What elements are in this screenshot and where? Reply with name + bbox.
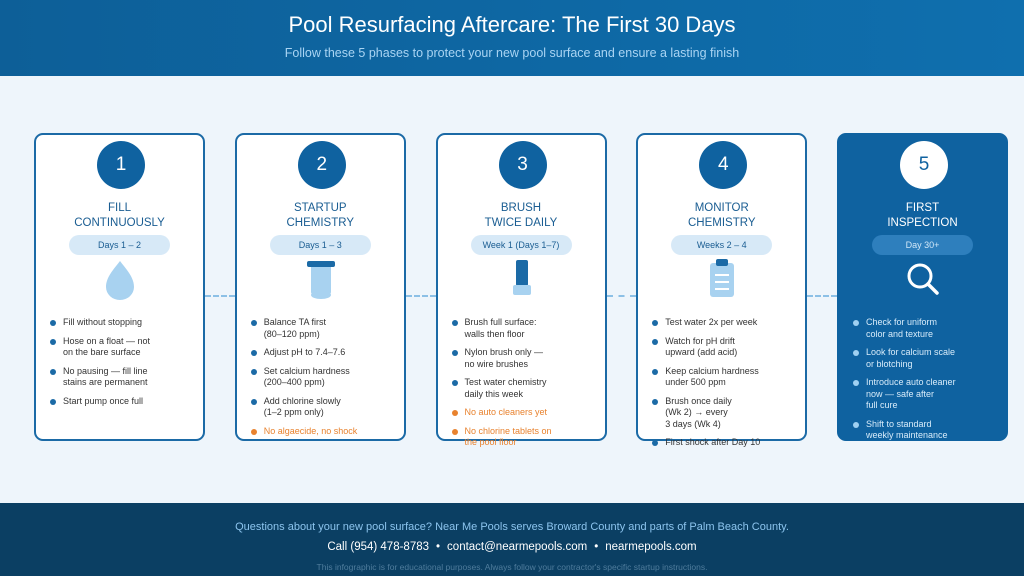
- contact: Call (954) 478-8783: [327, 541, 430, 553]
- phase-period: Day 30+: [872, 235, 973, 255]
- footer: Questions about your new pool surface? N…: [0, 503, 1024, 576]
- phase-period: Week 1 (Days 1–7): [470, 235, 572, 255]
- bullet: Brush once daily (Wk 2) → every 3 days (…: [650, 396, 800, 431]
- phase-card: 1 FILL CONTINUOUSLY Days 1 – 2 Fill without…: [34, 133, 205, 441]
- bullet: Watch for pH drift upward (add acid): [650, 336, 800, 359]
- phase-title: FILL CONTINUOUSLY: [74, 202, 165, 229]
- warning-bullet: No chlorine tablets on the pool floor: [450, 426, 600, 449]
- phase-card: 3 BRUSH TWICE DAILY Week 1 (Days 1–7) Brush…: [435, 133, 607, 447]
- phase-number: 3: [498, 141, 547, 189]
- title: Pool Resurfacing Aftercare: The First 30…: [288, 12, 736, 37]
- bullet: Fill without stopping: [48, 317, 198, 329]
- contact: contact@nearmepools.com: [447, 541, 588, 553]
- separator: •: [594, 541, 599, 553]
- bullet: Nylon brush only — no wire brushes: [450, 347, 600, 370]
- connector: [807, 295, 837, 297]
- contact: nearmepools.com: [605, 541, 697, 553]
- bullet: Shift to standard weekly maintenance: [851, 419, 1001, 442]
- connector: [405, 295, 436, 297]
- bullet: Set calcium hardness (200–400 ppm): [249, 366, 399, 389]
- bullet: Test water chemistry daily this week: [450, 377, 600, 400]
- header: Pool Resurfacing Aftercare: The First 30…: [0, 0, 1024, 76]
- bullet: Hose on a float — not on the bare surfac…: [48, 336, 198, 359]
- bullet: Introduce auto cleaner now — safe after …: [851, 377, 1001, 412]
- footer-contacts: Call (954) 478-8783 • contact@nearmepools.…: [0, 541, 1024, 553]
- phase-card: 5 FIRST INSPECTION Day 30+ Check for unifor…: [837, 133, 1008, 441]
- bullet: Add chlorine slowly (1–2 ppm only): [249, 396, 399, 419]
- bullet: Adjust pH to 7.4–7.6: [249, 347, 399, 359]
- phase-icon: [297, 257, 345, 310]
- phase-icon: [698, 257, 746, 310]
- phase-title: STARTUP CHEMISTRY: [286, 202, 355, 229]
- bullet-list: Check for uniform color and texture Look …: [851, 317, 1001, 442]
- bullet: No pausing — fill line stains are perman…: [48, 366, 198, 389]
- phase-title: MONITOR CHEMISTRY: [687, 202, 756, 229]
- phase-number: 1: [97, 141, 145, 189]
- bullet-list: Balance TA first (80–120 ppm) Adjust pH t…: [249, 317, 399, 437]
- phase-card: 2 STARTUP CHEMISTRY Days 1 – 3 Balance TA f…: [234, 133, 406, 441]
- bullet: Balance TA first (80–120 ppm): [249, 317, 399, 340]
- warning-bullet: No algaecide, no shock: [249, 426, 399, 438]
- phase-title: BRUSH TWICE DAILY: [484, 202, 558, 229]
- bullet: Test water 2x per week: [650, 317, 800, 329]
- separator: •: [436, 541, 441, 553]
- phase-icon: [899, 257, 947, 310]
- phase-icon: [96, 257, 144, 310]
- bullet: Keep calcium hardness under 500 ppm: [650, 366, 800, 389]
- bullet-list: Fill without stopping Hose on a float — n…: [48, 317, 198, 407]
- bullet-list: Test water 2x per week Watch for pH drift…: [650, 317, 800, 449]
- phase-period: Days 1 – 3: [269, 235, 371, 255]
- subtitle: Follow these 5 phases to protect your ne…: [284, 46, 740, 60]
- bullet: Look for calcium scale or blotching: [851, 347, 1001, 370]
- connector: [205, 295, 235, 297]
- phase-period: Days 1 – 2: [69, 235, 170, 255]
- footer-question: Questions about your new pool surface? N…: [235, 521, 789, 533]
- bullet: Start pump once full: [48, 396, 198, 408]
- phase-period: Weeks 2 – 4: [671, 235, 773, 255]
- phase-title: FIRST INSPECTION: [887, 202, 958, 229]
- phase-card: 4 MONITOR CHEMISTRY Weeks 2 – 4 Test water …: [636, 133, 808, 447]
- bullet: Check for uniform color and texture: [851, 317, 1001, 340]
- disclaimer: This infographic is for educational purp…: [316, 562, 708, 572]
- phase-icon: [498, 257, 546, 310]
- phase-number: 4: [699, 141, 748, 189]
- phase-number: 5: [900, 141, 948, 189]
- bullet-list: Brush full surface: walls then floor Nylo…: [450, 317, 600, 449]
- phase-number: 2: [297, 141, 346, 189]
- warning-bullet: No auto cleaners yet: [450, 407, 600, 419]
- bullet: First shock after Day 10: [650, 437, 800, 449]
- bullet: Brush full surface: walls then floor: [450, 317, 600, 340]
- connector: [606, 295, 637, 297]
